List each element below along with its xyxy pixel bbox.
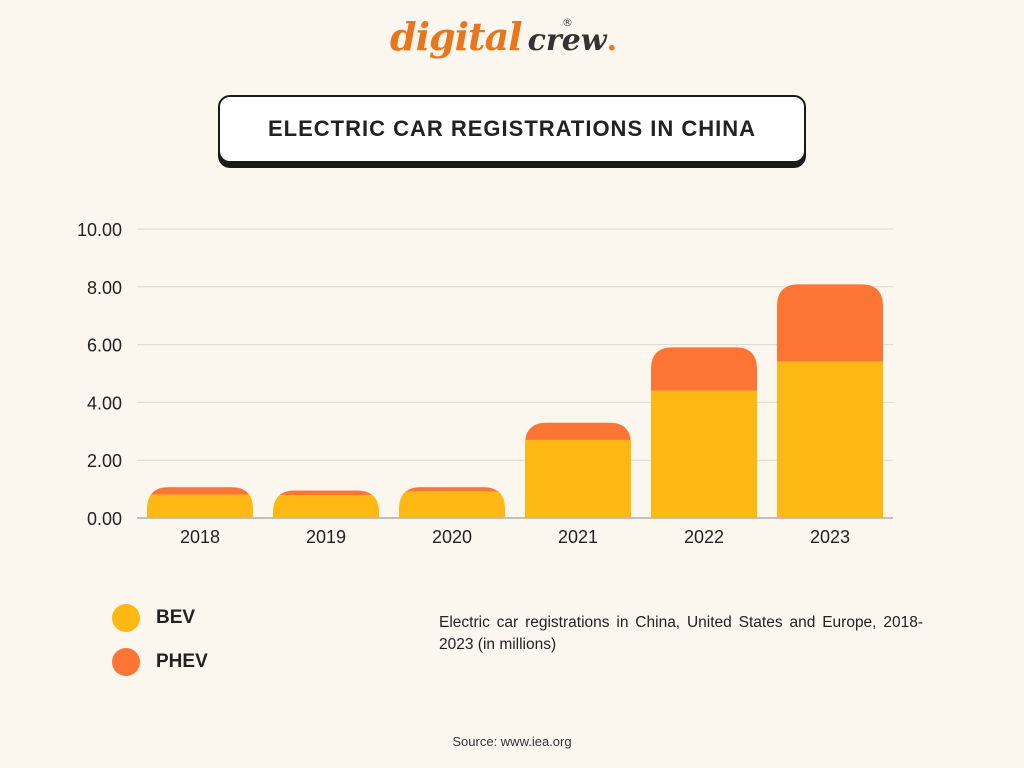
bar-phev-2018 xyxy=(147,487,253,495)
bar-bev-2019 xyxy=(273,495,379,518)
legend-item-bev: BEV xyxy=(112,604,195,632)
y-axis-ticks: 0.00 2.00 4.00 6.00 8.00 10.00 xyxy=(77,220,122,529)
y-tick-label: 10.00 xyxy=(77,220,122,240)
legend-label-bev: BEV xyxy=(156,607,196,628)
source-note: Source: www.iea.org xyxy=(452,734,572,749)
chart-title-box: ELECTRIC CAR REGISTRATIONS IN CHINA xyxy=(218,95,806,163)
registered-mark: ® xyxy=(562,16,573,29)
phev-swatch-icon xyxy=(112,648,140,676)
x-axis-ticks: 2018 2019 2020 2021 2022 2023 xyxy=(180,527,850,547)
bar-bev-2022 xyxy=(651,390,757,518)
chart-title: ELECTRIC CAR REGISTRATIONS IN CHINA xyxy=(267,116,757,141)
y-tick-label: 0.00 xyxy=(87,509,122,529)
bars xyxy=(147,284,883,518)
bar-phev-2019 xyxy=(273,490,379,496)
gridlines xyxy=(137,228,893,519)
bar-bev-2021 xyxy=(525,439,631,518)
x-tick-label: 2019 xyxy=(306,527,346,547)
bar-bev-2023 xyxy=(777,361,883,518)
x-tick-label: 2023 xyxy=(810,527,850,547)
legend-item-phev: PHEV xyxy=(112,648,208,676)
bev-swatch-icon xyxy=(112,604,140,632)
x-tick-label: 2022 xyxy=(684,527,724,547)
bar-2021 xyxy=(525,422,631,518)
bar-phev-2021 xyxy=(525,422,631,440)
x-tick-label: 2021 xyxy=(558,527,598,547)
legend-label-phev: PHEV xyxy=(156,651,208,672)
y-tick-label: 2.00 xyxy=(87,451,122,471)
y-tick-label: 6.00 xyxy=(87,336,122,356)
y-tick-label: 4.00 xyxy=(87,393,122,413)
logo-dot: . xyxy=(606,23,618,58)
bar-2020 xyxy=(399,487,505,518)
logo-word-digital: digital xyxy=(390,14,523,59)
chart-description: Electric car registrations in China, Uni… xyxy=(439,614,923,653)
bar-bev-2020 xyxy=(399,491,505,518)
bar-2022 xyxy=(651,347,757,518)
logo-word-crew: crew xyxy=(527,23,607,58)
y-tick-label: 8.00 xyxy=(87,278,122,298)
bar-2018 xyxy=(147,487,253,518)
digital-crew-logo: digital crew. ® xyxy=(390,14,617,74)
bar-2023 xyxy=(777,284,883,518)
x-tick-label: 2018 xyxy=(180,527,220,547)
bar-bev-2018 xyxy=(147,494,253,518)
bar-2019 xyxy=(273,490,379,518)
x-tick-label: 2020 xyxy=(432,527,472,547)
bar-phev-2023 xyxy=(777,284,883,362)
bar-phev-2020 xyxy=(399,487,505,492)
bar-phev-2022 xyxy=(651,347,757,391)
